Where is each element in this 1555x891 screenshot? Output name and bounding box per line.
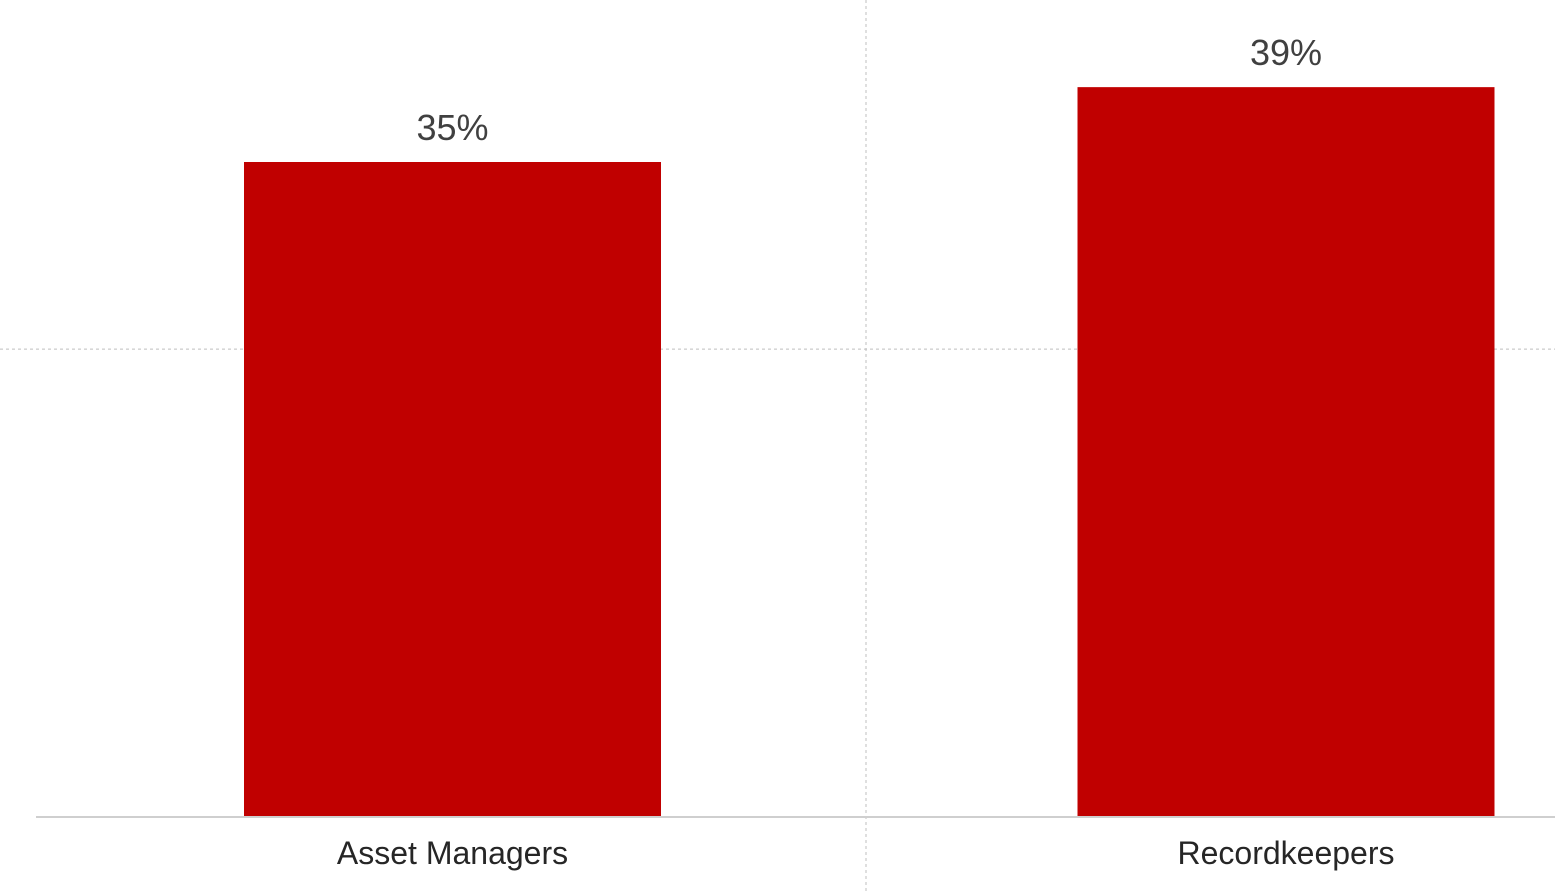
data-label: 39%	[1250, 32, 1322, 73]
bar-asset-managers	[244, 162, 661, 817]
bars	[244, 87, 1495, 817]
category-label: Asset Managers	[337, 835, 568, 871]
data-labels: 35% 39%	[416, 32, 1322, 148]
data-label: 35%	[416, 107, 488, 148]
bar-recordkeepers	[1077, 87, 1495, 817]
category-label: Recordkeepers	[1178, 835, 1395, 871]
category-labels: Asset Managers Recordkeepers	[337, 835, 1395, 871]
